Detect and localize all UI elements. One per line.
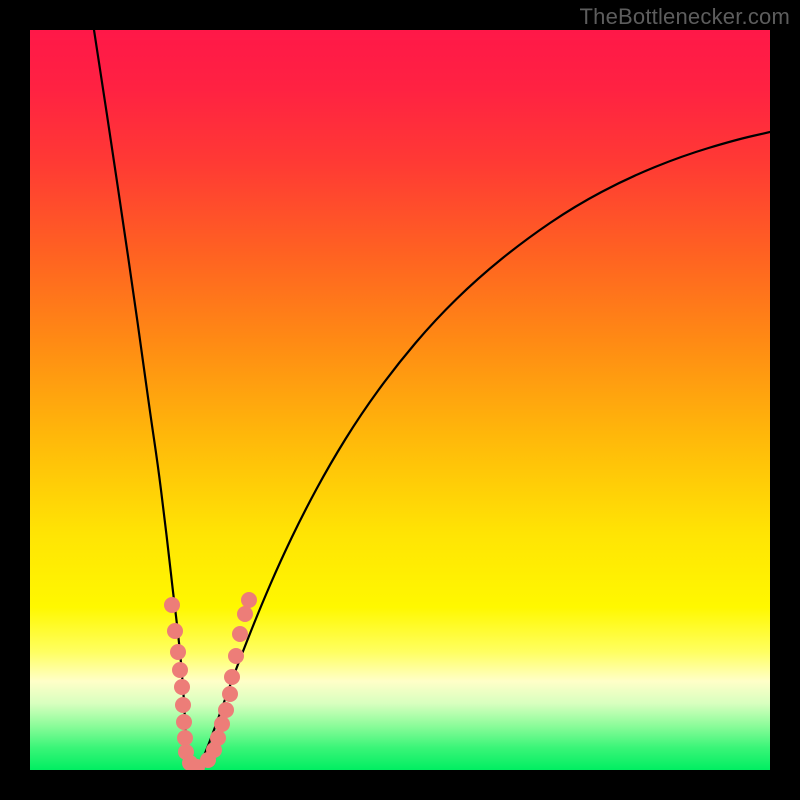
data-marker	[214, 716, 230, 732]
chart-container: TheBottlenecker.com	[0, 0, 800, 800]
watermark-text: TheBottlenecker.com	[580, 4, 790, 30]
curve-overlay	[30, 30, 770, 770]
data-marker	[175, 697, 191, 713]
data-marker	[174, 679, 190, 695]
data-marker	[210, 730, 226, 746]
bottleneck-curve	[94, 30, 770, 769]
data-marker	[224, 669, 240, 685]
data-marker	[177, 730, 193, 746]
data-marker	[222, 686, 238, 702]
data-marker	[167, 623, 183, 639]
data-marker	[172, 662, 188, 678]
data-marker	[176, 714, 192, 730]
data-marker	[170, 644, 186, 660]
data-marker	[164, 597, 180, 613]
data-marker	[228, 648, 244, 664]
data-marker	[237, 606, 253, 622]
data-marker	[241, 592, 257, 608]
data-marker	[232, 626, 248, 642]
data-marker	[218, 702, 234, 718]
plot-area	[30, 30, 770, 770]
